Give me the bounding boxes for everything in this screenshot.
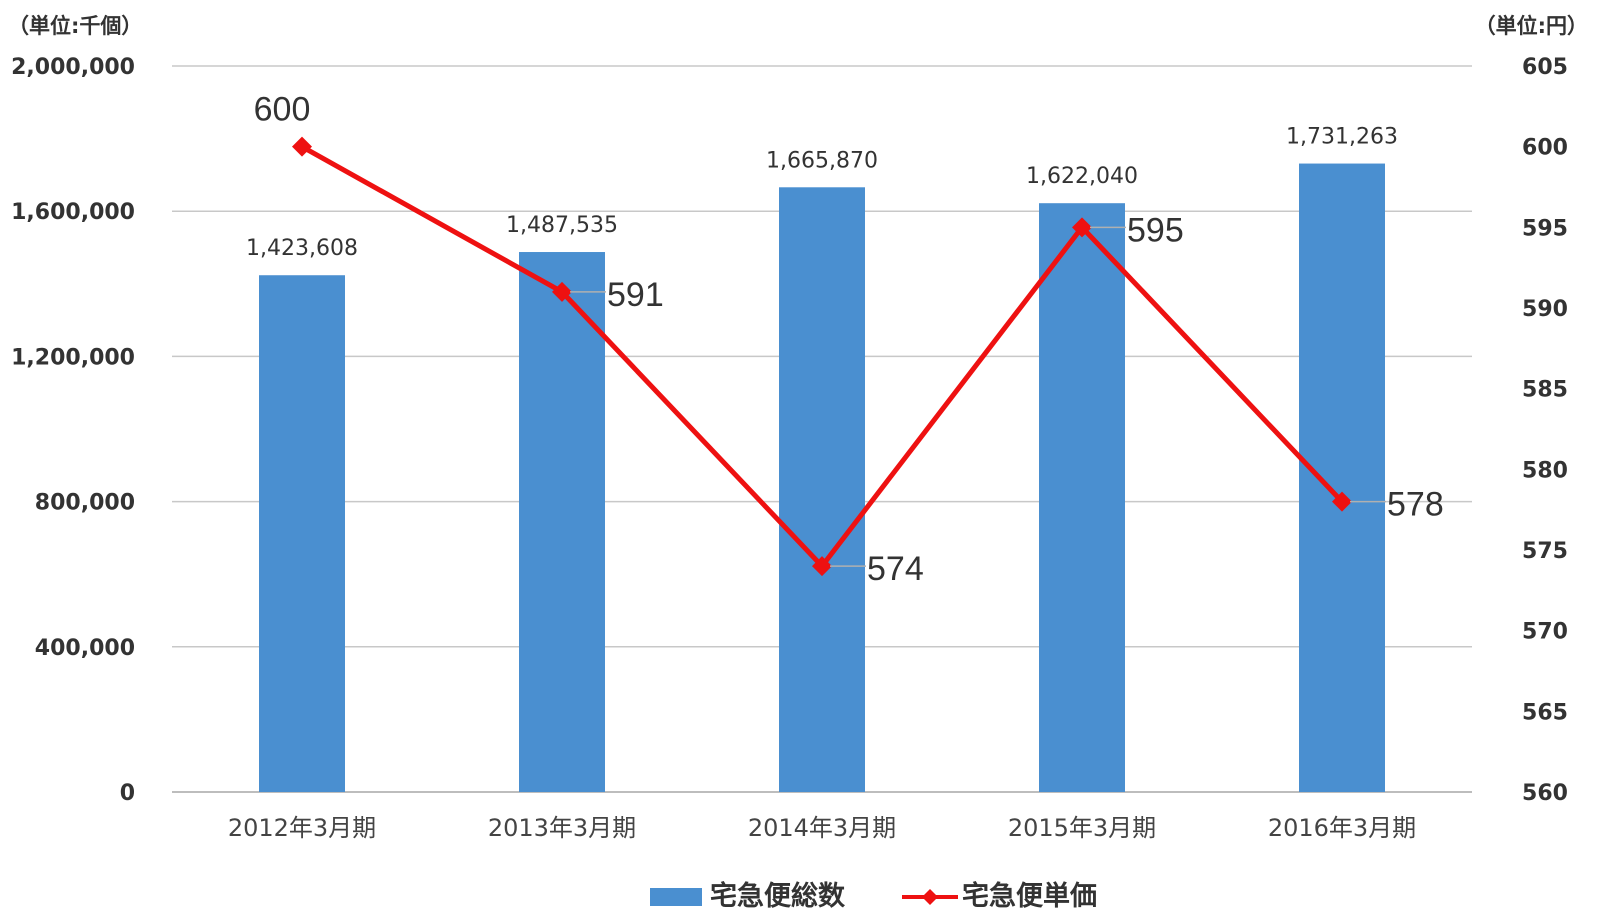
line-data-label: 578 bbox=[1387, 486, 1444, 524]
left-axis-tick-label: 1,600,000 bbox=[11, 200, 135, 225]
x-axis-category-label: 2016年3月期 bbox=[1268, 814, 1416, 842]
bar bbox=[1299, 163, 1385, 793]
bar-data-label: 1,487,535 bbox=[506, 213, 618, 238]
right-axis-tick-label: 595 bbox=[1522, 216, 1568, 241]
bar-data-label: 1,622,040 bbox=[1026, 164, 1138, 189]
x-axis-category-labels: 2012年3月期 2013年3月期 2014年3月期 2015年3月期 2016年3月期 bbox=[228, 814, 1416, 842]
right-axis-ticks: 560 565 570 575 580 585 590 595 600 605 bbox=[1522, 55, 1568, 806]
legend: 宅急便総数 宅急便単価 bbox=[650, 880, 1097, 910]
right-axis-tick-label: 570 bbox=[1522, 620, 1568, 645]
x-axis-category-label: 2013年3月期 bbox=[488, 814, 636, 842]
left-axis-tick-label: 1,200,000 bbox=[11, 345, 135, 370]
bar-data-label: 1,665,870 bbox=[766, 148, 878, 173]
right-axis-tick-label: 590 bbox=[1522, 297, 1568, 322]
legend-bar-swatch bbox=[650, 888, 702, 906]
line-data-label: 595 bbox=[1127, 211, 1184, 249]
legend-bar-label: 宅急便総数 bbox=[710, 880, 846, 910]
bar bbox=[779, 187, 865, 792]
left-axis-ticks: 0 400,000 800,000 1,200,000 1,600,000 2,000,0… bbox=[11, 55, 135, 806]
line-series bbox=[292, 136, 1352, 577]
right-axis-tick-label: 605 bbox=[1522, 55, 1568, 80]
right-axis-tick-label: 575 bbox=[1522, 539, 1568, 564]
line-point-marker bbox=[1072, 217, 1092, 238]
left-axis-tick-label: 800,000 bbox=[35, 491, 135, 516]
bar-data-label: 1,731,263 bbox=[1286, 125, 1398, 150]
right-axis-unit-label: （単位:円） bbox=[1475, 14, 1588, 38]
bar bbox=[1039, 203, 1125, 793]
line-data-label: 591 bbox=[607, 276, 664, 314]
bar-series bbox=[259, 163, 1385, 793]
right-axis-tick-label: 565 bbox=[1522, 700, 1568, 725]
line-point-marker bbox=[292, 136, 312, 157]
line-point-marker bbox=[552, 281, 572, 302]
line-point-marker bbox=[1332, 491, 1352, 512]
x-axis-category-label: 2014年3月期 bbox=[748, 814, 896, 842]
right-axis-tick-label: 560 bbox=[1522, 781, 1568, 806]
right-axis-tick-label: 600 bbox=[1522, 136, 1568, 161]
right-axis-tick-label: 585 bbox=[1522, 378, 1568, 403]
right-axis-tick-label: 580 bbox=[1522, 458, 1568, 483]
line-data-label: 574 bbox=[867, 550, 924, 588]
line-point-marker bbox=[812, 556, 832, 577]
bar-data-label: 1,423,608 bbox=[246, 236, 358, 261]
legend-line-label: 宅急便単価 bbox=[962, 880, 1097, 910]
line-data-label: 600 bbox=[254, 91, 311, 129]
x-axis-category-label: 2012年3月期 bbox=[228, 814, 376, 842]
left-axis-tick-label: 400,000 bbox=[35, 636, 135, 661]
bar bbox=[519, 252, 605, 793]
left-axis-tick-label: 2,000,000 bbox=[11, 55, 135, 80]
bar bbox=[259, 275, 345, 792]
legend-line-marker-icon bbox=[922, 889, 938, 905]
bar-data-labels: 1,423,608 1,487,535 1,665,870 1,622,040 1,73… bbox=[246, 125, 1398, 262]
left-axis-unit-label: （単位:千個） bbox=[8, 14, 142, 38]
left-axis-tick-label: 0 bbox=[120, 781, 135, 806]
line-data-labels: 600 591 574 595 578 bbox=[254, 91, 1444, 588]
x-axis-category-label: 2015年3月期 bbox=[1008, 814, 1156, 842]
